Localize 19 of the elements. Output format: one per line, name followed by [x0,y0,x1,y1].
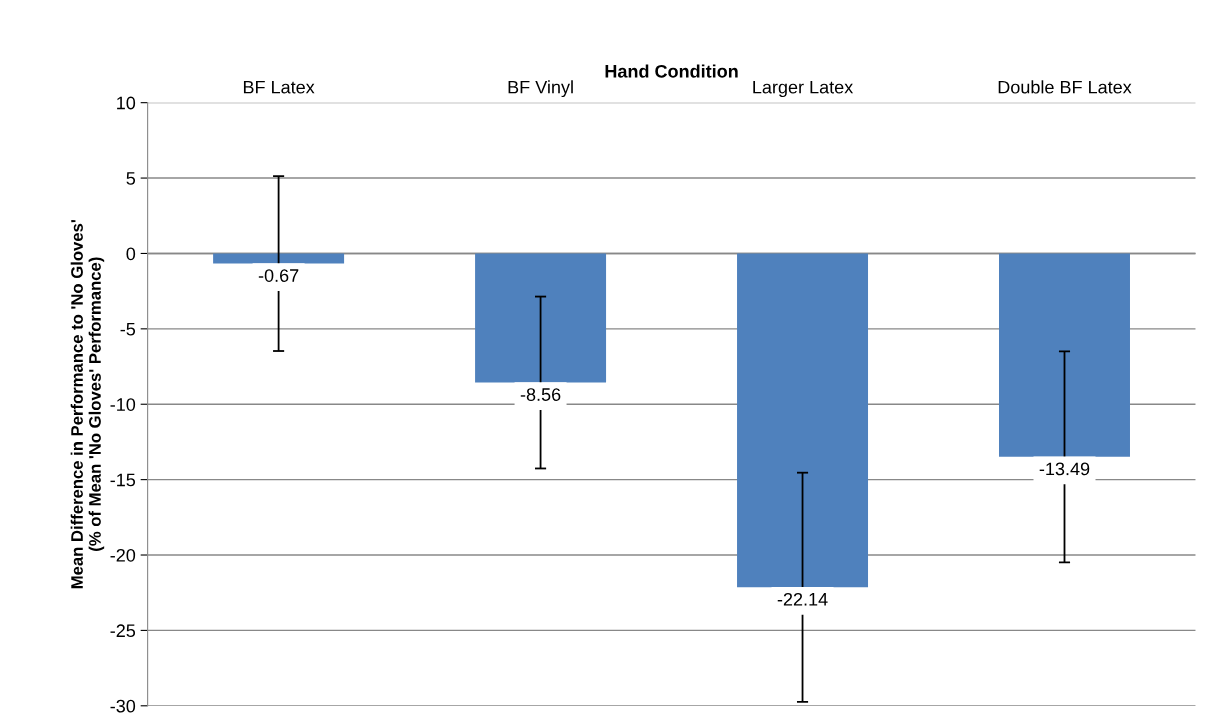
x-axis-title: Hand Condition [605,64,738,78]
y-tick-label: 10 [117,96,136,110]
x-tick-label: Double BF Latex [998,80,1132,94]
data-label: -8.56 [520,388,561,401]
data-label: -13.49 [1039,462,1090,476]
y-tick-label: -5 [120,322,136,336]
x-tick-label: Larger Latex [753,80,854,98]
y-axis-title: Mean Difference in Performance to 'No Gloves' (% of Mean 'No Gloves' Performance) [70,220,105,589]
y-tick-label: 5 [126,172,136,185]
y-tick-label: -20 [110,548,136,562]
y-tick-label: -25 [110,624,136,638]
data-label: -0.67 [258,269,299,282]
y-tick-label: 0 [126,247,136,261]
y-tick-label: -10 [110,398,136,411]
x-tick-label: BF Vinyl [508,80,573,98]
data-label: -22.14 [777,592,828,606]
y-tick-label: -15 [110,473,136,487]
x-tick-label: BF Latex [243,80,315,94]
y-tick-label: -30 [110,699,136,713]
